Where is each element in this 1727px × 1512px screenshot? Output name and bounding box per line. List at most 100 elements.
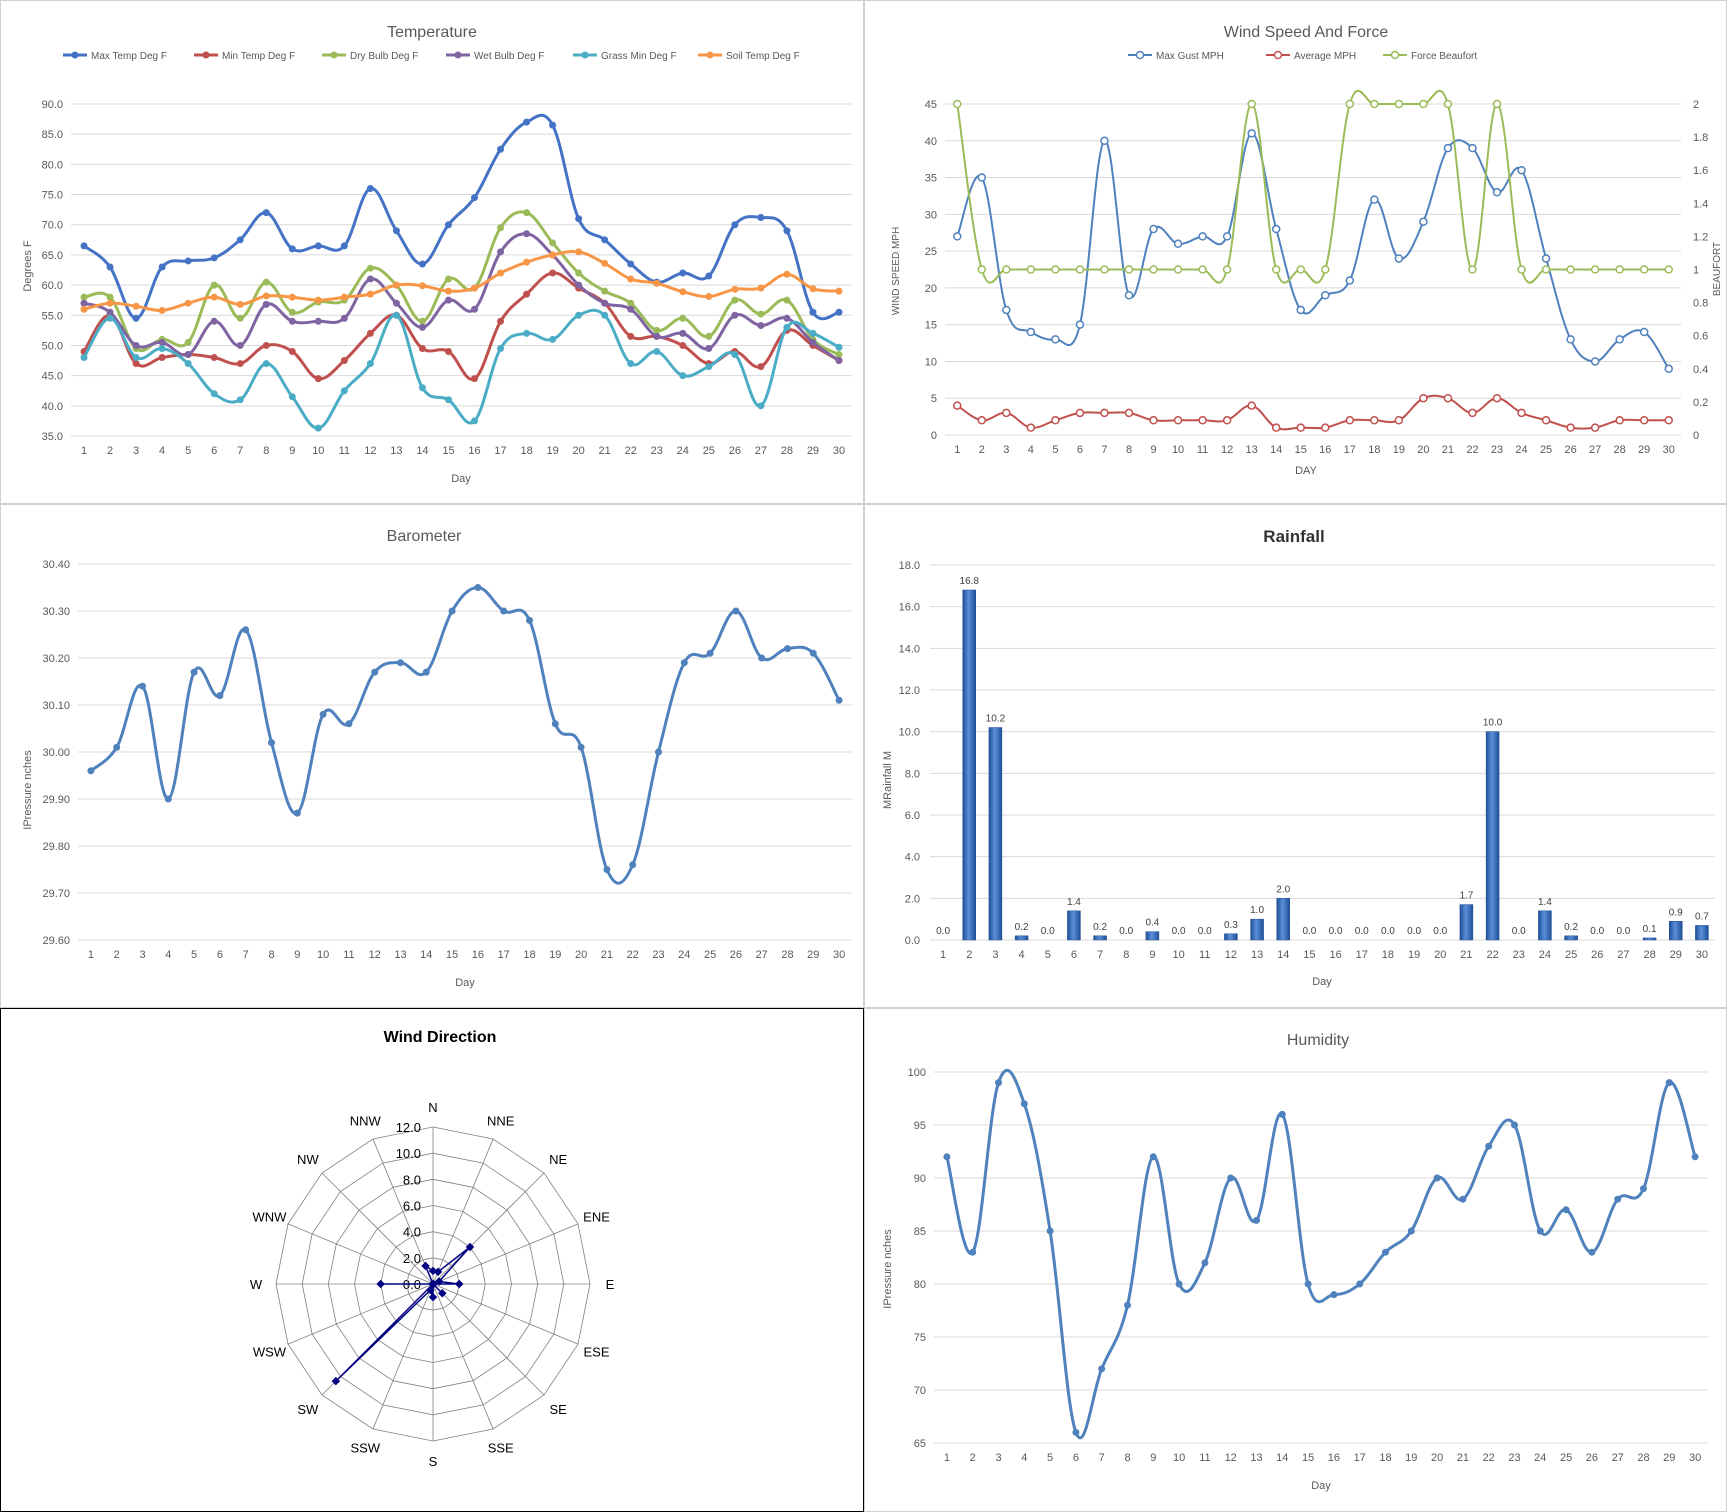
wind-direction-data-point	[376, 1279, 385, 1289]
humidity-x-tick-label: 28	[1637, 1452, 1649, 1464]
temperature-data-point	[835, 357, 843, 365]
wind-data-point	[1222, 416, 1232, 425]
rainfall-x-tick-label: 16	[1329, 949, 1341, 961]
humidity-data-point	[1407, 1227, 1415, 1235]
wind-data-point	[1492, 393, 1502, 403]
wind-data-point	[1370, 99, 1379, 109]
barometer-data-point	[655, 748, 662, 756]
humidity-x-axis-label: Day	[1311, 1480, 1331, 1492]
wind-data-point	[1026, 265, 1036, 274]
temperature-legend-marker	[581, 51, 589, 59]
temperature-data-point	[210, 293, 218, 301]
temperature-x-tick-label: 25	[703, 445, 715, 457]
barometer-data-point	[758, 654, 766, 662]
wind-data-point	[1541, 416, 1551, 425]
temperature-data-point	[236, 236, 244, 244]
rainfall-y-tick-label: 14.0	[899, 643, 920, 655]
humidity-x-tick-label: 29	[1663, 1452, 1675, 1464]
temperature-data-point	[705, 332, 713, 340]
temperature-data-point	[627, 299, 635, 307]
temperature-x-tick-label: 1	[81, 445, 87, 457]
rainfall-x-tick-label: 20	[1434, 949, 1446, 961]
rainfall-data-label: 0.0	[1172, 926, 1186, 937]
temperature-series-line	[83, 113, 840, 321]
temperature-data-point	[497, 344, 505, 352]
wind-direction-category-label: NE	[549, 1152, 567, 1167]
wind-data-point	[1198, 232, 1207, 241]
wind-data-point	[1664, 416, 1673, 425]
temperature-data-point	[184, 257, 192, 265]
temperature-data-point	[757, 322, 765, 330]
temperature-data-point	[80, 305, 88, 313]
wind-data-point	[1492, 188, 1502, 197]
wind-direction-category-label: WNW	[253, 1209, 288, 1224]
temperature-title: Temperature	[387, 24, 477, 41]
temperature-data-point	[549, 239, 557, 247]
barometer-y-tick-label: 30.10	[42, 700, 70, 712]
barometer-data-point	[345, 720, 353, 728]
rainfall-bar	[962, 589, 976, 941]
humidity-x-tick-label: 24	[1534, 1452, 1546, 1464]
temperature-data-point	[210, 281, 218, 289]
wind-legend-label: Force Beaufort	[1411, 51, 1477, 62]
barometer-x-tick-label: 16	[472, 949, 484, 961]
barometer-data-point	[371, 668, 379, 676]
temperature-x-axis-label: Day	[451, 473, 471, 485]
rainfall-y-tick-label: 18.0	[899, 560, 920, 572]
temperature-data-point	[262, 278, 270, 286]
temperature-data-point	[132, 354, 140, 362]
rainfall-data-label: 1.7	[1459, 891, 1473, 902]
barometer-x-tick-label: 18	[523, 949, 535, 961]
temperature-x-tick-label: 4	[159, 445, 165, 457]
humidity-data-point	[1536, 1227, 1544, 1235]
wind-data-point	[1639, 265, 1649, 274]
temperature-data-point	[314, 242, 322, 250]
rainfall-bar	[1459, 904, 1474, 941]
temperature-data-point	[444, 221, 452, 229]
wind-data-point	[1026, 423, 1036, 432]
wind-data-point	[977, 265, 987, 274]
wind-direction-spoke	[287, 1283, 434, 1345]
temperature-chart: Temperature Day Degrees F 35.0 40.0 45.0 50…	[22, 24, 852, 485]
humidity-y-tick-label: 90	[914, 1173, 926, 1185]
barometer-x-tick-label: 10	[317, 949, 329, 961]
humidity-x-tick-label: 13	[1250, 1452, 1262, 1464]
barometer-data-point	[422, 668, 430, 676]
barometer-x-tick-label: 2	[114, 949, 120, 961]
temperature-x-tick-label: 21	[599, 445, 611, 457]
wind-data-point	[1468, 143, 1477, 153]
temperature-legend-label: Grass Min Deg F	[601, 51, 677, 62]
temperature-data-point	[575, 269, 583, 277]
temperature-data-point	[575, 215, 583, 223]
temperature-data-point	[210, 390, 218, 398]
wind-data-point	[1222, 265, 1232, 274]
wind-legend-marker	[1135, 50, 1145, 60]
barometer-x-tick-label: 29	[807, 949, 819, 961]
temperature-data-point	[418, 260, 426, 268]
humidity-x-tick-label: 27	[1612, 1452, 1624, 1464]
wind-x-tick-label: 25	[1540, 444, 1552, 456]
wind-x-tick-label: 29	[1638, 444, 1650, 456]
temperature-data-point	[653, 279, 661, 287]
temperature-data-point	[627, 360, 635, 368]
temperature-data-point	[106, 314, 114, 322]
rainfall-x-tick-label: 7	[1097, 949, 1103, 961]
temperature-data-point	[497, 145, 505, 153]
wind-data-point	[1615, 265, 1624, 274]
wind-x-tick-label: 23	[1491, 444, 1503, 456]
humidity-data-point	[1072, 1428, 1080, 1436]
temperature-data-point	[80, 242, 88, 250]
rainfall-bar	[988, 727, 1003, 941]
rainfall-x-tick-label: 21	[1460, 949, 1472, 961]
temperature-data-point	[314, 296, 322, 304]
temperature-x-tick-label: 5	[185, 445, 191, 457]
wind-direction-data-point	[454, 1279, 464, 1289]
temperature-data-point	[132, 302, 140, 310]
humidity-data-point	[1511, 1121, 1518, 1129]
barometer-y-tick-label: 29.70	[42, 888, 70, 900]
wind-data-point	[1443, 393, 1453, 403]
rainfall-y-tick-label: 12.0	[899, 685, 920, 697]
temperature-panel: Temperature Day Degrees F 35.0 40.0 45.0 50…	[0, 0, 864, 504]
wind-data-point	[1051, 335, 1060, 344]
rainfall-data-label: 0.0	[1119, 926, 1133, 937]
